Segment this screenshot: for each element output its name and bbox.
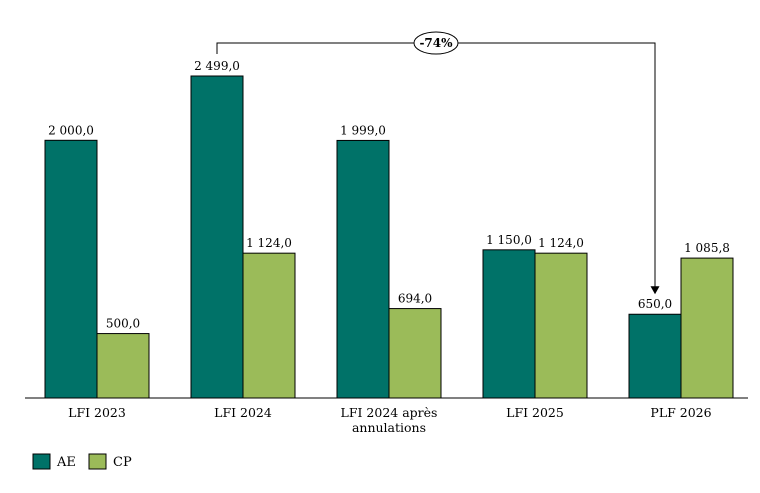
value-label-cp-4: 1 085,8 (684, 241, 730, 255)
annotation-ellipse (413, 31, 459, 55)
category-label-1: LFI 2024 (214, 405, 272, 420)
category-label-2-line-1: annulations (352, 420, 426, 435)
value-label-cp-3: 1 124,0 (538, 236, 584, 250)
bar-cp-4 (680, 257, 734, 399)
change-annotation: -74% (216, 31, 660, 295)
bar-cp-3 (534, 252, 588, 399)
legend-label-cp: CP (113, 455, 132, 470)
bar-ae-0 (44, 139, 98, 399)
bar-ae-1 (190, 75, 244, 399)
value-label-ae-2: 1 999,0 (340, 123, 386, 137)
value-label-ae-3: 1 150,0 (486, 233, 532, 247)
value-label-ae-1: 2 499,0 (194, 59, 240, 73)
category-label-0: LFI 2023 (68, 405, 126, 420)
bars-group (44, 75, 734, 399)
value-label-cp-1: 1 124,0 (246, 236, 292, 250)
bar-cp-1 (242, 252, 296, 399)
value-label-ae-4: 650,0 (638, 297, 672, 311)
category-label-4: PLF 2026 (650, 405, 711, 420)
legend-swatch-cp (88, 453, 107, 470)
bar-cp-0 (96, 333, 150, 399)
legend-label-ae: AE (56, 455, 76, 470)
category-label-3: LFI 2025 (506, 405, 564, 420)
bar-cp-2 (388, 308, 442, 399)
legend: AE CP (32, 453, 132, 470)
bar-ae-2 (336, 139, 390, 399)
annotation-text: -74% (419, 36, 453, 50)
category-labels-group: LFI 2023 LFI 2024 LFI 2024 aprèsannulation… (68, 405, 711, 435)
category-label-2-line-0: LFI 2024 après (341, 405, 438, 420)
annotation-bracket (216, 42, 656, 288)
value-label-ae-0: 2 000,0 (48, 123, 94, 137)
legend-swatch-ae (32, 453, 51, 470)
value-label-cp-0: 500,0 (106, 317, 140, 331)
bar-ae-3 (482, 249, 536, 399)
annotation-arrowhead (650, 286, 660, 295)
bar-ae-4 (628, 313, 682, 399)
value-labels-group: 2 000,0 500,0 2 499,0 1 124,0 1 999,0 694,0 1 … (48, 59, 730, 331)
value-label-cp-2: 694,0 (398, 292, 432, 306)
